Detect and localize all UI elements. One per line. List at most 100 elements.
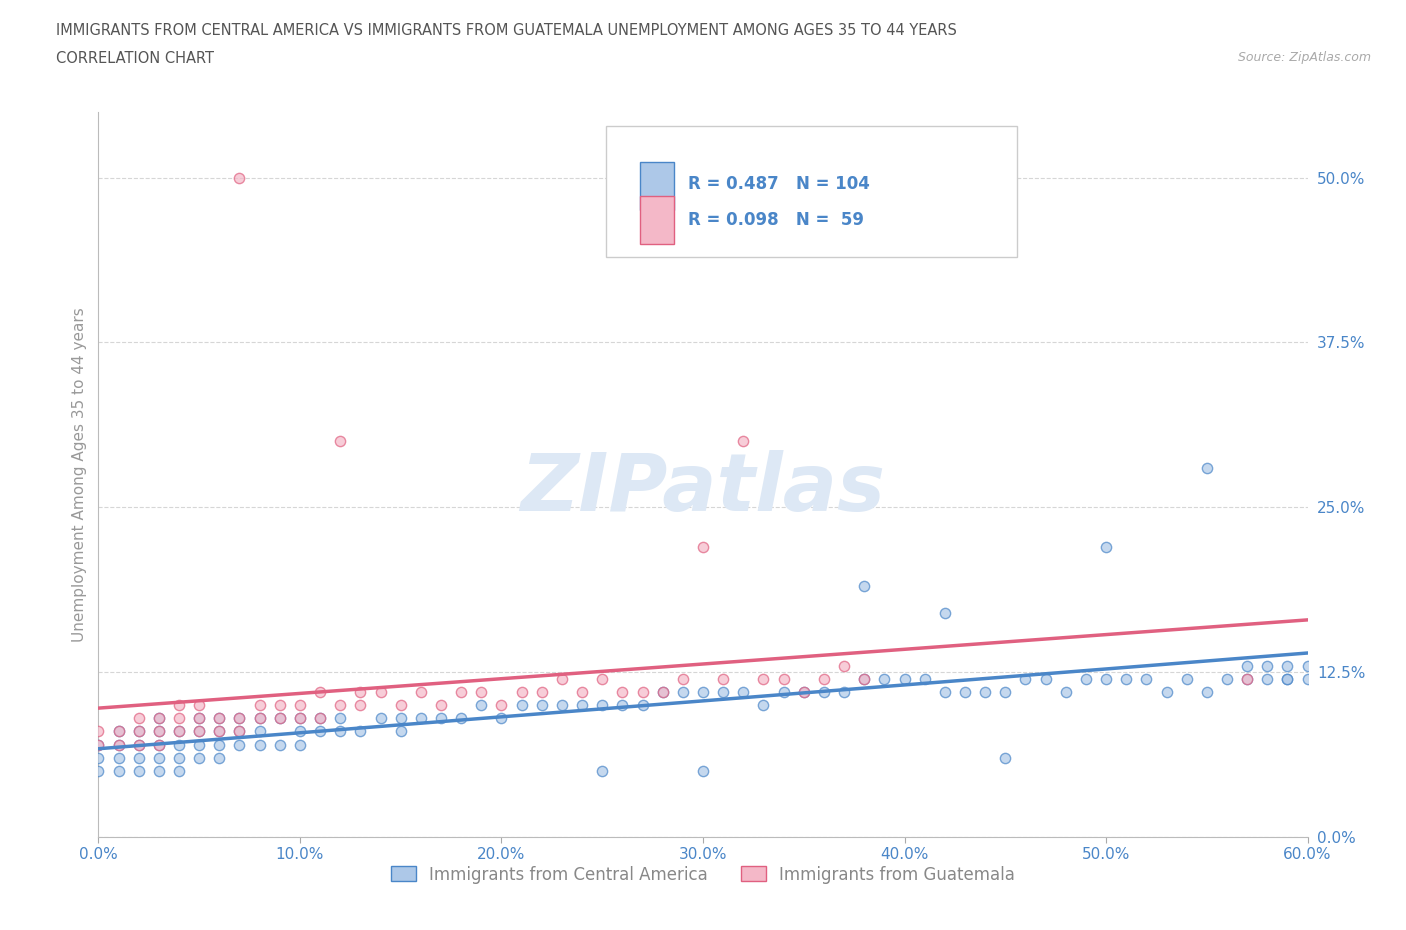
Point — [1095, 671, 1118, 686]
Point — [188, 737, 211, 752]
Point — [87, 737, 110, 752]
Text: R = 0.098   N =  59: R = 0.098 N = 59 — [689, 211, 865, 230]
Point — [148, 711, 170, 725]
Text: CORRELATION CHART: CORRELATION CHART — [56, 51, 214, 66]
Point — [228, 724, 250, 739]
Point — [631, 684, 654, 699]
Point — [107, 751, 129, 765]
Point — [832, 684, 855, 699]
Point — [269, 711, 291, 725]
Point — [269, 698, 291, 712]
Point — [530, 698, 553, 712]
Point — [228, 711, 250, 725]
Point — [1236, 658, 1258, 673]
Point — [1156, 684, 1178, 699]
Point — [188, 698, 211, 712]
Point — [873, 671, 896, 686]
Point — [1256, 658, 1278, 673]
Point — [672, 671, 695, 686]
Point — [772, 684, 794, 699]
Point — [914, 671, 936, 686]
Point — [1074, 671, 1097, 686]
Point — [107, 764, 129, 778]
Point — [349, 724, 371, 739]
Text: IMMIGRANTS FROM CENTRAL AMERICA VS IMMIGRANTS FROM GUATEMALA UNEMPLOYMENT AMONG : IMMIGRANTS FROM CENTRAL AMERICA VS IMMIG… — [56, 23, 957, 38]
Point — [571, 698, 593, 712]
Point — [107, 724, 129, 739]
Point — [1035, 671, 1057, 686]
Point — [188, 751, 211, 765]
Point — [510, 684, 533, 699]
Point — [288, 737, 311, 752]
Point — [148, 764, 170, 778]
Point — [148, 737, 170, 752]
Point — [288, 698, 311, 712]
Point — [612, 698, 634, 712]
Point — [128, 711, 150, 725]
Point — [208, 724, 231, 739]
Point — [974, 684, 997, 699]
Point — [249, 711, 271, 725]
Point — [672, 684, 695, 699]
Point — [389, 698, 412, 712]
Point — [309, 711, 332, 725]
Point — [389, 724, 412, 739]
Point — [450, 711, 472, 725]
Point — [1216, 671, 1239, 686]
Point — [1115, 671, 1137, 686]
Point — [651, 684, 673, 699]
Point — [752, 671, 775, 686]
Point — [167, 751, 190, 765]
Point — [1277, 658, 1299, 673]
Point — [1277, 671, 1299, 686]
Point — [208, 711, 231, 725]
Point — [551, 671, 574, 686]
Point — [228, 724, 250, 739]
Y-axis label: Unemployment Among Ages 35 to 44 years: Unemployment Among Ages 35 to 44 years — [72, 307, 87, 642]
Point — [1236, 671, 1258, 686]
Point — [309, 724, 332, 739]
Point — [752, 698, 775, 712]
Point — [107, 724, 129, 739]
Point — [651, 684, 673, 699]
Point — [1277, 671, 1299, 686]
Text: Source: ZipAtlas.com: Source: ZipAtlas.com — [1237, 51, 1371, 64]
Point — [87, 737, 110, 752]
Point — [491, 698, 513, 712]
Point — [551, 698, 574, 712]
Point — [1175, 671, 1198, 686]
Point — [148, 724, 170, 739]
Point — [228, 737, 250, 752]
Point — [1256, 671, 1278, 686]
Point — [107, 737, 129, 752]
Point — [893, 671, 915, 686]
Point — [208, 751, 231, 765]
Legend: Immigrants from Central America, Immigrants from Guatemala: Immigrants from Central America, Immigra… — [384, 859, 1022, 890]
Point — [793, 684, 815, 699]
Point — [148, 737, 170, 752]
Point — [128, 737, 150, 752]
Point — [329, 698, 352, 712]
Point — [934, 605, 956, 620]
Point — [107, 737, 129, 752]
Point — [591, 764, 613, 778]
Point — [994, 684, 1017, 699]
Point — [1095, 539, 1118, 554]
Point — [631, 698, 654, 712]
Point — [148, 724, 170, 739]
Point — [853, 671, 876, 686]
Point — [249, 711, 271, 725]
Point — [612, 684, 634, 699]
Point — [571, 684, 593, 699]
Point — [733, 434, 755, 449]
Point — [167, 764, 190, 778]
Point — [269, 737, 291, 752]
Point — [309, 684, 332, 699]
Point — [148, 751, 170, 765]
Point — [470, 698, 492, 712]
Point — [87, 751, 110, 765]
Point — [1054, 684, 1077, 699]
Point — [389, 711, 412, 725]
FancyBboxPatch shape — [606, 126, 1018, 257]
Point — [692, 539, 714, 554]
